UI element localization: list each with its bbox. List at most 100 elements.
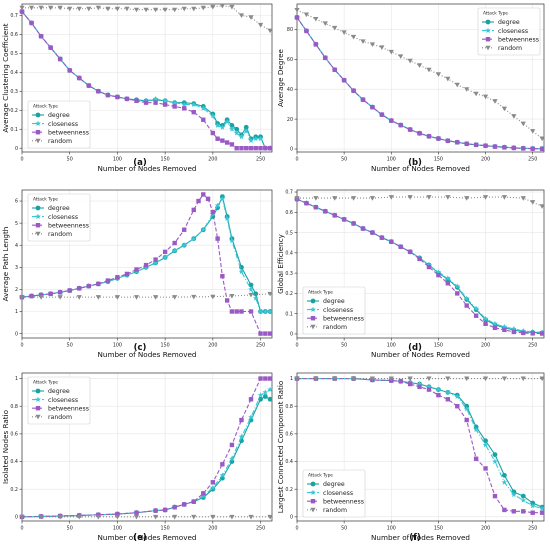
data-point — [86, 6, 92, 12]
x-tick-label: 200 — [481, 343, 490, 349]
y-tick-label: 0.5 — [285, 230, 293, 236]
data-point — [511, 509, 517, 514]
legend-marker — [35, 223, 41, 228]
data-point — [257, 22, 264, 28]
data-point — [294, 376, 300, 382]
legend-marker — [35, 396, 41, 403]
plot-frame — [296, 189, 545, 339]
data-point — [86, 83, 91, 88]
x-tick-label: 200 — [481, 526, 490, 532]
data-point — [530, 146, 535, 151]
data-point — [134, 267, 139, 272]
data-point — [191, 6, 197, 12]
plot-frame — [21, 372, 273, 522]
data-point — [520, 493, 526, 499]
x-tick-label: 200 — [208, 343, 217, 349]
data-point — [76, 514, 82, 520]
y-tick-label: 0.2 — [285, 291, 293, 297]
data-point — [426, 264, 432, 270]
y-tick-label: 0.7 — [10, 13, 18, 19]
data-point — [445, 138, 451, 143]
data-point — [463, 405, 470, 412]
data-point — [464, 417, 469, 423]
y-tick-label: 0.8 — [285, 404, 293, 410]
data-point — [229, 142, 235, 147]
legend-marker — [35, 406, 41, 411]
data-point — [379, 235, 385, 240]
data-point — [38, 514, 44, 520]
data-point — [267, 514, 273, 520]
legend-marker — [35, 213, 41, 220]
x-tick-label: 50 — [341, 157, 347, 163]
x-tick-label: 150 — [434, 343, 443, 349]
x-tick-label: 100 — [113, 526, 122, 532]
data-point — [416, 381, 423, 387]
data-point — [191, 294, 197, 300]
x-tick-label: 100 — [387, 343, 396, 349]
data-point — [248, 282, 254, 288]
x-tick-label: 150 — [161, 526, 170, 532]
data-point — [322, 21, 328, 27]
data-point — [38, 292, 44, 298]
data-point — [388, 376, 394, 382]
data-point — [258, 331, 263, 336]
y-axis-label: Average Degree — [276, 48, 285, 107]
data-point — [539, 376, 545, 382]
x-tick-label: 100 — [387, 157, 396, 163]
data-point — [214, 122, 221, 128]
x-axis-label: Number of Nodes Removed — [371, 164, 470, 173]
data-point — [332, 213, 337, 218]
data-point — [445, 376, 451, 382]
legend-marker — [35, 130, 41, 135]
series-line — [296, 9, 543, 139]
y-tick-label: 0.1 — [285, 311, 293, 317]
y-tick-label: 0.2 — [285, 487, 293, 493]
data-point — [182, 106, 187, 111]
data-point — [248, 309, 254, 314]
data-point — [95, 514, 101, 520]
y-tick-label: 1 — [290, 376, 293, 382]
x-tick-label: 0 — [20, 526, 23, 532]
data-point — [172, 504, 177, 510]
data-point — [115, 94, 120, 100]
data-point — [436, 272, 441, 278]
x-tick-label: 150 — [434, 157, 443, 163]
data-point — [426, 134, 432, 139]
data-point — [95, 295, 101, 300]
data-point — [243, 124, 249, 130]
data-point — [389, 118, 394, 123]
data-point — [172, 514, 178, 520]
legend-marker — [35, 138, 41, 144]
x-tick-label: 250 — [528, 526, 537, 532]
panel-label: (a) — [133, 158, 147, 168]
data-point — [257, 308, 264, 314]
data-point — [67, 288, 72, 293]
data-point — [539, 136, 545, 142]
legend-title: Attack Type — [308, 290, 333, 296]
legend-entry: closeness — [323, 307, 353, 314]
chart-panel: 0 50 100 150 200 250 0 0.1 0.2 0.3 0.4 0.5 0.6 0.7 Num… — [276, 189, 545, 359]
data-point — [209, 484, 216, 491]
legend-marker — [310, 298, 316, 304]
y-axis-label: Isolated Nodes Ratio — [1, 410, 10, 484]
data-point — [210, 130, 216, 136]
data-point — [214, 202, 221, 208]
data-point — [124, 271, 130, 277]
data-point — [417, 131, 422, 136]
data-point — [215, 136, 220, 141]
data-point — [200, 226, 207, 233]
series-random — [294, 376, 545, 382]
data-point — [445, 76, 451, 82]
data-point — [262, 394, 268, 399]
y-tick-label: 0.6 — [10, 32, 18, 38]
y-tick-label: 0 — [290, 147, 293, 153]
y-axis-label: Average Clustering Coefficient — [1, 23, 10, 132]
data-point — [483, 143, 488, 148]
data-point — [77, 286, 82, 291]
y-axis-label: Largest Connected Component Ratio — [276, 381, 285, 514]
data-point — [114, 295, 121, 300]
data-point — [492, 144, 498, 149]
legend-box — [27, 193, 91, 242]
data-point — [205, 196, 211, 202]
chart-panel: 0 50 100 150 200 250 0 0.2 0.4 0.6 0.8 1 Number of N… — [276, 372, 545, 543]
